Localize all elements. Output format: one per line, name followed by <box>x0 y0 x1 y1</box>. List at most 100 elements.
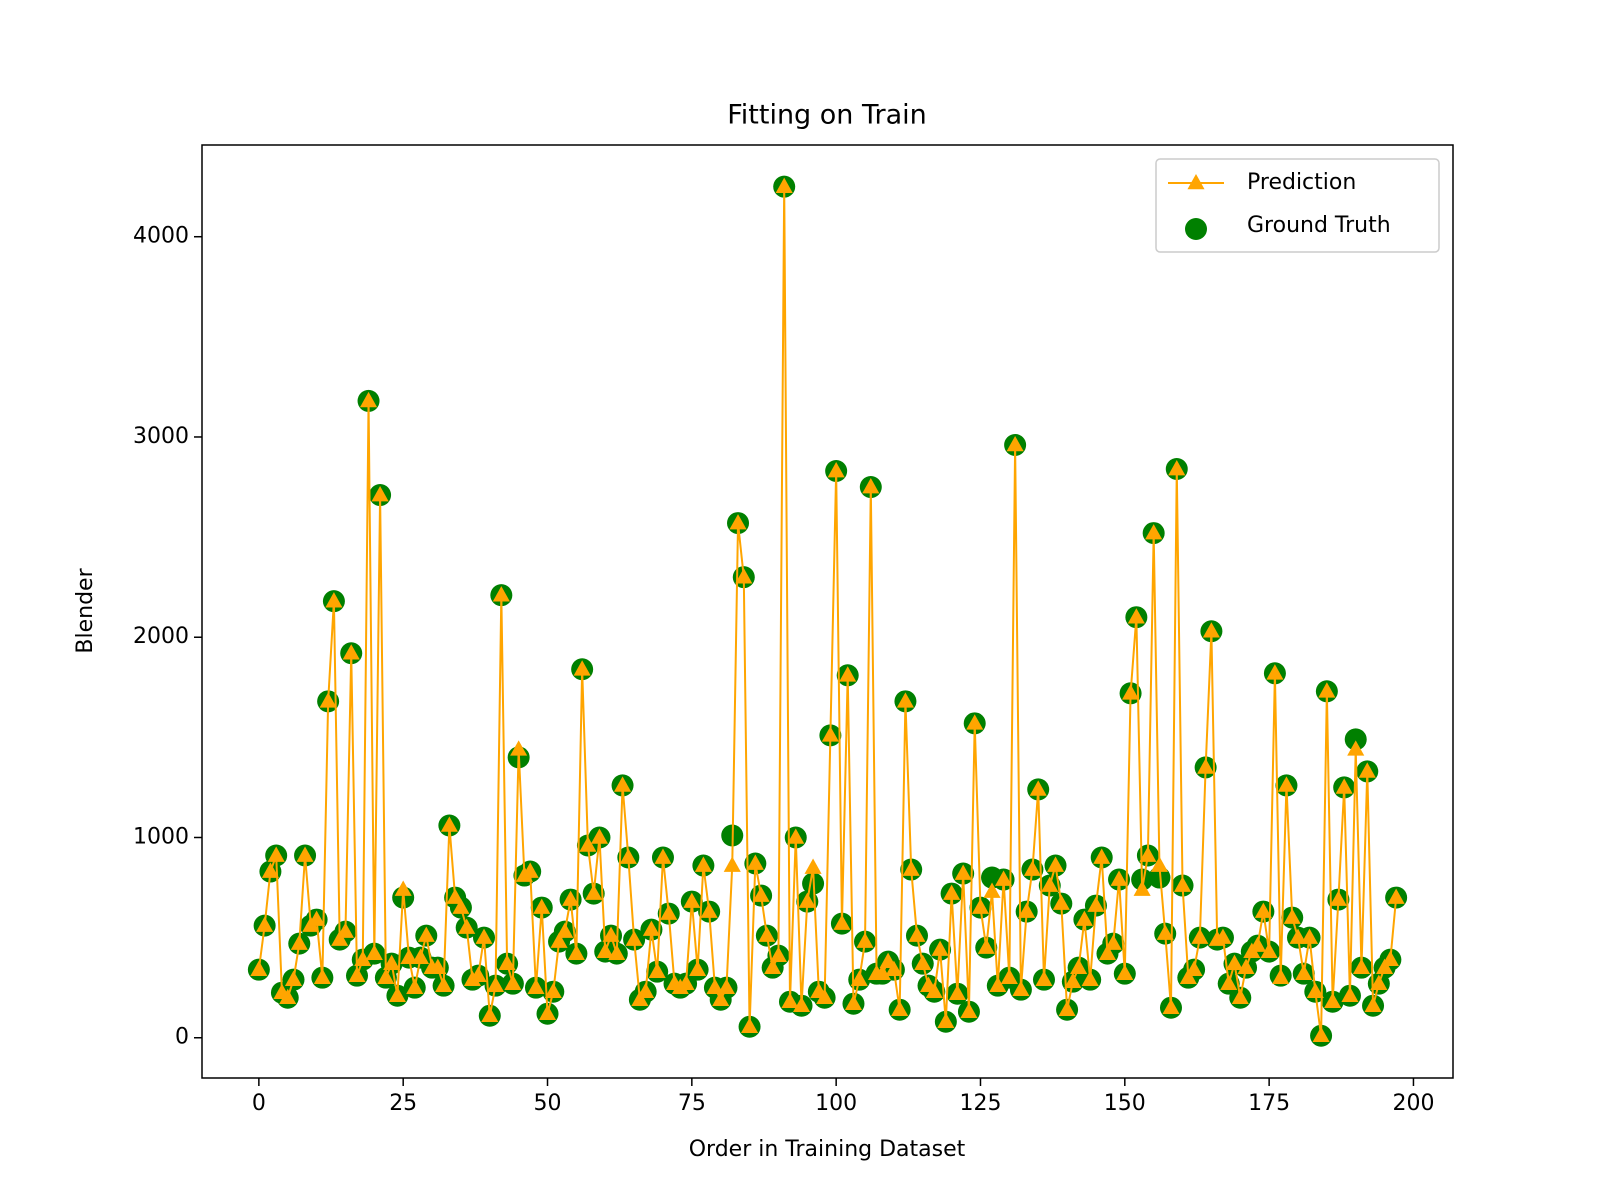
prediction-marker <box>821 726 839 742</box>
prediction-marker <box>1347 740 1365 756</box>
prediction-marker <box>1110 870 1128 886</box>
prediction-marker <box>1214 928 1232 944</box>
prediction-marker <box>504 974 522 990</box>
prediction-marker <box>342 644 360 660</box>
prediction-marker <box>596 942 614 958</box>
x-tick-label: 50 <box>534 1091 562 1116</box>
prediction-marker <box>775 177 793 193</box>
prediction-marker <box>510 740 528 756</box>
prediction-marker <box>1260 942 1278 958</box>
y-axis-label: Blender <box>73 567 98 653</box>
x-tick-label: 175 <box>1248 1091 1290 1116</box>
prediction-marker <box>931 940 949 956</box>
prediction-marker <box>983 882 1001 898</box>
prediction-marker <box>308 910 326 926</box>
prediction-marker <box>354 950 372 966</box>
plot-area: 0 25 50 75 100 125 150 175 20001000200030004000P… <box>133 144 1454 1116</box>
prediction-marker <box>1358 762 1376 778</box>
prediction-marker <box>435 976 453 992</box>
prediction-marker <box>758 926 776 942</box>
prediction-marker <box>954 864 972 880</box>
prediction-marker <box>1070 958 1088 974</box>
prediction-marker <box>521 862 539 878</box>
prediction-marker <box>729 514 747 530</box>
prediction-marker <box>798 892 816 908</box>
prediction-marker <box>590 828 609 844</box>
prediction-marker <box>1145 524 1163 540</box>
legend-box <box>1155 158 1440 253</box>
y-tick-label: 1000 <box>133 824 189 849</box>
prediction-marker <box>527 978 545 994</box>
prediction-marker <box>1156 924 1174 940</box>
prediction-marker <box>1081 970 1099 986</box>
prediction-marker <box>1387 888 1405 904</box>
prediction-marker <box>1179 968 1197 984</box>
prediction-marker <box>487 976 505 992</box>
prediction-marker <box>348 966 366 982</box>
prediction-marker <box>850 970 868 986</box>
prediction-marker <box>1052 894 1070 910</box>
prediction-marker <box>267 846 285 862</box>
prediction-marker <box>642 920 660 936</box>
x-tick-label: 75 <box>678 1091 706 1116</box>
prediction-marker <box>735 568 753 584</box>
prediction-marker <box>538 1004 557 1021</box>
y-tick-label: 0 <box>175 1025 189 1050</box>
prediction-marker <box>458 918 476 934</box>
prediction-marker <box>816 988 834 1004</box>
prediction-marker <box>579 836 597 852</box>
prediction-marker <box>406 978 424 994</box>
prediction-marker <box>256 916 274 932</box>
prediction-marker <box>885 960 903 976</box>
prediction-marker <box>1087 896 1105 912</box>
prediction-marker <box>1116 964 1134 980</box>
prediction-marker <box>567 944 585 960</box>
prediction-line <box>257 185 1398 1037</box>
x-tick-label: 100 <box>815 1091 857 1116</box>
prediction-marker <box>1364 996 1382 1013</box>
x-axis-label: Order in Training Dataset <box>689 1137 966 1162</box>
prediction-marker <box>839 666 857 682</box>
prediction-marker <box>746 854 764 870</box>
prediction-marker <box>279 988 297 1004</box>
prediction-marker <box>902 860 920 876</box>
prediction-marker <box>925 982 943 998</box>
y-tick-label: 4000 <box>133 224 189 249</box>
prediction-marker <box>250 960 268 976</box>
prediction-marker <box>625 930 643 946</box>
prediction-marker <box>948 984 966 1000</box>
prediction-marker <box>1150 856 1168 872</box>
prediction-marker <box>960 1002 978 1019</box>
prediction-marker <box>377 968 395 984</box>
prediction-marker <box>365 944 383 960</box>
prediction-marker <box>1098 944 1117 960</box>
prediction-marker <box>417 926 435 942</box>
prediction-marker <box>533 898 551 914</box>
prediction-marker <box>1225 954 1244 970</box>
prediction-marker <box>394 880 412 896</box>
prediction-marker <box>1220 974 1238 990</box>
prediction-marker <box>498 954 516 970</box>
prediction-marker <box>989 976 1007 992</box>
prediction-marker <box>602 926 620 942</box>
prediction-marker <box>573 660 591 676</box>
prediction-marker <box>261 862 279 878</box>
prediction-marker <box>1335 778 1353 794</box>
prediction-marker <box>827 462 845 478</box>
prediction-marker <box>469 966 487 982</box>
prediction-marker <box>1133 880 1151 896</box>
prediction-marker <box>712 990 730 1006</box>
prediction-marker <box>429 958 447 974</box>
prediction-marker <box>1295 964 1313 980</box>
prediction-marker <box>556 922 574 938</box>
prediction-marker <box>1006 435 1024 452</box>
prediction-marker <box>995 870 1013 886</box>
prediction-marker <box>1324 992 1342 1009</box>
prediction-marker <box>1381 950 1399 966</box>
prediction-marker <box>769 946 787 962</box>
prediction-marker <box>336 922 355 938</box>
prediction-marker <box>1306 982 1324 998</box>
prediction-marker <box>741 1017 759 1034</box>
x-tick-label: 125 <box>959 1091 1001 1116</box>
prediction-marker <box>585 884 603 900</box>
